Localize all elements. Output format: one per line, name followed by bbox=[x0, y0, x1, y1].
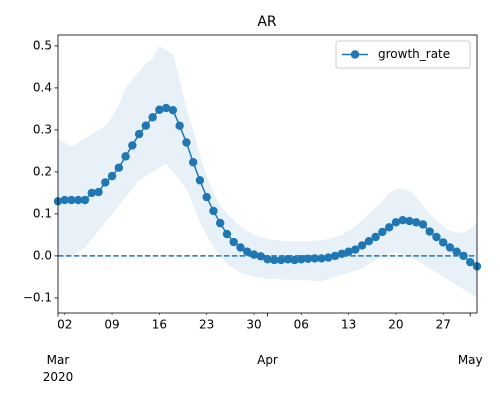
data-point bbox=[317, 254, 326, 263]
y-tick-label: 0.2 bbox=[33, 164, 52, 178]
x-tick-label: 02 bbox=[57, 318, 72, 332]
data-point bbox=[263, 255, 272, 264]
x-major-tick-label-line: 2020 bbox=[43, 370, 74, 384]
data-point bbox=[243, 247, 252, 256]
data-point bbox=[297, 255, 306, 264]
data-point bbox=[425, 227, 434, 236]
legend-box bbox=[335, 40, 471, 69]
data-point bbox=[229, 237, 238, 247]
data-point bbox=[371, 232, 380, 242]
x-tick-label: 16 bbox=[152, 318, 167, 332]
data-point bbox=[256, 252, 265, 261]
x-tick-label: 27 bbox=[436, 318, 451, 332]
legend-marker bbox=[350, 50, 360, 59]
data-point bbox=[209, 206, 218, 216]
data-point bbox=[60, 195, 69, 205]
data-point bbox=[188, 158, 198, 167]
data-point bbox=[364, 236, 374, 246]
data-point bbox=[418, 220, 428, 229]
data-point bbox=[155, 105, 164, 114]
x-tick-label: 13 bbox=[341, 318, 356, 332]
data-point bbox=[290, 255, 299, 265]
data-point bbox=[74, 195, 83, 205]
data-point bbox=[128, 141, 137, 150]
y-tick-label: 0.4 bbox=[33, 80, 52, 94]
data-point bbox=[276, 255, 286, 265]
data-point bbox=[270, 255, 279, 265]
data-point bbox=[330, 251, 340, 261]
data-point bbox=[121, 152, 130, 161]
x-tick-label: 30 bbox=[246, 318, 261, 332]
data-point bbox=[114, 163, 124, 172]
data-point bbox=[324, 253, 333, 262]
data-point bbox=[439, 238, 448, 247]
y-tick-label: 0.3 bbox=[33, 122, 52, 136]
data-point bbox=[310, 254, 320, 263]
data-point bbox=[391, 218, 401, 227]
data-point bbox=[445, 243, 455, 252]
data-point bbox=[466, 257, 475, 267]
data-point bbox=[357, 241, 367, 250]
legend-label: growth_rate bbox=[378, 47, 450, 61]
x-tick-label: 09 bbox=[104, 318, 119, 332]
data-point bbox=[182, 138, 191, 147]
data-point bbox=[215, 218, 225, 228]
data-point bbox=[161, 103, 171, 113]
x-major-tick-label-line: May bbox=[458, 353, 483, 367]
data-point bbox=[87, 188, 96, 198]
data-point bbox=[459, 251, 468, 261]
data-point bbox=[432, 232, 441, 242]
data-point bbox=[101, 178, 110, 187]
x-major-tick-label: May bbox=[458, 353, 483, 367]
data-point bbox=[236, 243, 245, 252]
y-tick-label: 0.0 bbox=[33, 248, 52, 262]
data-point bbox=[80, 195, 90, 205]
x-major-tick-label-line: Mar bbox=[47, 353, 70, 367]
chart-title: AR bbox=[257, 14, 277, 30]
x-tick-label: 20 bbox=[388, 318, 403, 332]
x-tick-label: 23 bbox=[199, 318, 214, 332]
data-point bbox=[107, 171, 117, 181]
data-point bbox=[195, 176, 205, 185]
data-point bbox=[452, 247, 461, 256]
data-point bbox=[168, 105, 178, 115]
data-point bbox=[283, 255, 292, 264]
data-point bbox=[351, 245, 360, 254]
x-major-tick-label: Apr bbox=[257, 353, 278, 367]
data-point bbox=[249, 250, 259, 259]
x-major-tick-label-line: Apr bbox=[257, 353, 278, 367]
data-point bbox=[344, 247, 353, 256]
x-tick-label: 06 bbox=[294, 318, 309, 332]
data-point bbox=[175, 121, 184, 130]
y-tick-label: −0.1 bbox=[23, 290, 52, 304]
data-point bbox=[94, 187, 103, 197]
data-point bbox=[384, 223, 394, 232]
y-tick-label: 0.1 bbox=[33, 206, 52, 220]
data-point bbox=[202, 192, 211, 202]
data-point bbox=[141, 121, 151, 130]
data-point bbox=[303, 254, 313, 264]
x-major-tick-label: Mar 2020 bbox=[43, 353, 74, 384]
data-point bbox=[67, 195, 76, 205]
data-point bbox=[405, 216, 414, 226]
data-point bbox=[411, 218, 421, 227]
y-tick-label: 0.5 bbox=[33, 38, 52, 52]
data-point bbox=[134, 129, 144, 139]
data-point bbox=[148, 113, 157, 122]
data-point bbox=[222, 229, 232, 239]
data-point bbox=[398, 215, 407, 225]
data-point bbox=[337, 249, 347, 258]
data-point bbox=[378, 227, 387, 237]
